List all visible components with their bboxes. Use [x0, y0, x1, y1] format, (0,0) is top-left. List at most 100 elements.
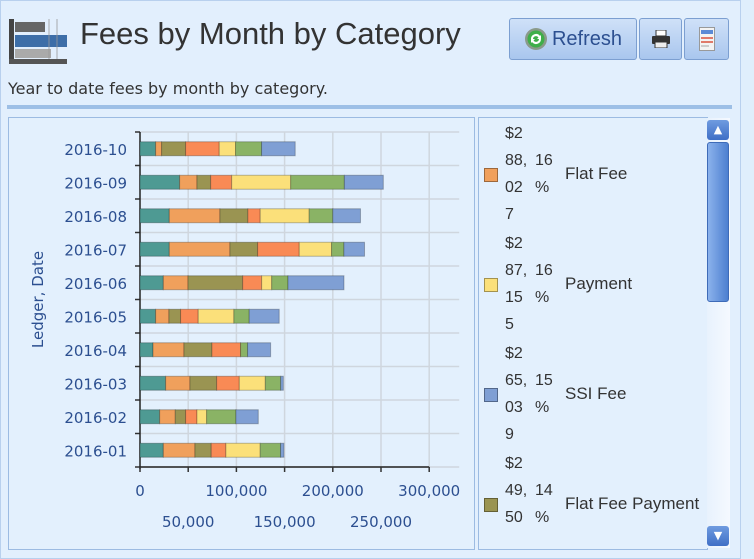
bar-segment-ssi-fee [280, 442, 285, 458]
legend-amount: $249,50 [505, 455, 528, 526]
bar-segment-payment [298, 241, 333, 257]
y-tick-label: 2016-02 [64, 409, 127, 427]
x-tick-label: 300,000 [398, 482, 460, 500]
y-axis-title: Ledger, Date [29, 251, 47, 348]
fees-bar-chart: 2016-10 2016-09 2016-08 2016-07 2016-06 2016-… [29, 131, 460, 531]
bar-segment-flat-fee [155, 308, 170, 324]
legend-amount: $287,155 [505, 235, 528, 333]
bar-segment-series-4 [185, 141, 220, 157]
bar-segment-payment [218, 141, 237, 157]
bar-segment-ssi-fee [332, 208, 361, 224]
bar-segment-series-6 [233, 308, 250, 324]
bar-segment-series-1 [139, 174, 181, 190]
bar-segment-payment [196, 409, 208, 425]
bar-segment-flat-fee-payment [229, 241, 259, 257]
header-divider [7, 105, 732, 109]
bar-segment-flat-fee-payment [189, 375, 218, 391]
y-tick-label: 2016-06 [64, 275, 127, 293]
bar-segment-payment [261, 275, 273, 291]
bar-segment-series-6 [240, 342, 249, 358]
bar-segment-series-6 [331, 241, 345, 257]
bar-segment-series-4 [211, 342, 242, 358]
bar-segment-series-4 [210, 442, 227, 458]
bar-segment-series-6 [235, 141, 263, 157]
bar-segment-flat-fee [165, 375, 191, 391]
bar-segment-flat-fee [155, 141, 163, 157]
bar-segment-series-4 [185, 409, 198, 425]
y-tick-label: 2016-05 [64, 308, 127, 326]
legend-percent: 14 % [535, 482, 553, 526]
bar-segment-ssi-fee [261, 141, 296, 157]
legend-item: $249,50 14 % Flat Fee Payment [479, 448, 705, 549]
legend-percent: 16 % [535, 262, 553, 306]
x-tick-label: 150,000 [254, 513, 316, 531]
refresh-label: Refresh [551, 27, 623, 50]
bar-segment-series-4 [210, 174, 233, 190]
bar-segment-flat-fee-payment [174, 409, 187, 425]
refresh-button[interactable]: Refresh [509, 18, 637, 60]
bar-segment-series-4 [216, 375, 240, 391]
bar-segment-series-1 [139, 275, 164, 291]
chart-panel: 2016-10 2016-09 2016-08 2016-07 2016-06 2016-… [8, 117, 475, 550]
bar-segment-series-6 [206, 409, 237, 425]
bar-segment-flat-fee [179, 174, 198, 190]
bar-segment-series-1 [139, 375, 167, 391]
bar-segment-series-1 [139, 442, 164, 458]
y-tick-label: 2016-10 [64, 141, 127, 159]
bar-segment-series-6 [271, 275, 289, 291]
bar-segment-series-1 [139, 208, 170, 224]
bar-segment-series-6 [259, 442, 282, 458]
bar-segment-ssi-fee [343, 241, 366, 257]
bar-segment-series-4 [242, 275, 263, 291]
x-tick-label: 100,000 [205, 482, 267, 500]
bar-segment-flat-fee [168, 208, 221, 224]
scroll-thumb[interactable] [707, 142, 729, 302]
legend-item: $287,155 16 % Payment [479, 228, 705, 338]
legend-percent: 16 % [535, 152, 553, 196]
bar-segment-flat-fee [162, 275, 189, 291]
bar-segment-series-1 [139, 241, 170, 257]
bar-segment-flat-fee [159, 409, 176, 425]
legend-swatch [484, 168, 498, 182]
x-tick-label: 50,000 [162, 513, 215, 531]
report-icon [698, 27, 715, 51]
legend-name: Flat Fee Payment [565, 494, 700, 513]
bar-segment-series-1 [139, 308, 157, 324]
legend-swatch [484, 388, 498, 402]
scroll-up-button[interactable]: ▲ [707, 120, 729, 140]
bar-segment-series-1 [139, 409, 161, 425]
legend-percent: 15 % [535, 372, 553, 416]
legend-item: $265,039 15 % SSI Fee [479, 338, 705, 448]
bar-segment-series-6 [264, 375, 282, 391]
bar-segment-flat-fee-payment [161, 141, 187, 157]
bar-segment-series-6 [290, 174, 345, 190]
bar-segment-flat-fee [152, 342, 185, 358]
bar-segment-series-6 [308, 208, 334, 224]
print-button[interactable] [639, 18, 682, 60]
refresh-icon [524, 28, 547, 50]
y-tick-label: 2016-07 [64, 241, 127, 259]
bar-segment-series-1 [139, 342, 154, 358]
bar-segment-ssi-fee [280, 375, 284, 391]
report-button[interactable] [684, 18, 729, 60]
printer-icon [651, 30, 670, 48]
legend-scrollbar[interactable]: ▲ ▼ [707, 118, 730, 548]
bar-segment-payment [238, 375, 266, 391]
bar-segment-series-4 [180, 308, 199, 324]
legend-swatch [484, 278, 498, 292]
legend-item: $288,027 16 % Flat Fee [479, 118, 705, 228]
page-subtitle: Year to date fees by month by category. [8, 79, 328, 98]
y-tick-label: 2016-03 [64, 375, 127, 393]
legend-amount: $265,039 [505, 345, 528, 443]
scroll-down-button[interactable]: ▼ [707, 526, 729, 546]
bar-segment-flat-fee-payment [168, 308, 182, 324]
bar-segment-payment [259, 208, 310, 224]
bar-segment-ssi-fee [235, 409, 259, 425]
legend-panel: $288,027 16 % Flat Fee $287,155 16 % Pay… [478, 117, 708, 550]
bar-segment-payment [231, 174, 292, 190]
bar-segment-ssi-fee [247, 342, 272, 358]
x-tick-label: 0 [135, 482, 145, 500]
y-tick-label: 2016-08 [64, 208, 127, 226]
bar-segment-flat-fee-payment [183, 342, 213, 358]
bar-segment-flat-fee-payment [196, 174, 212, 190]
